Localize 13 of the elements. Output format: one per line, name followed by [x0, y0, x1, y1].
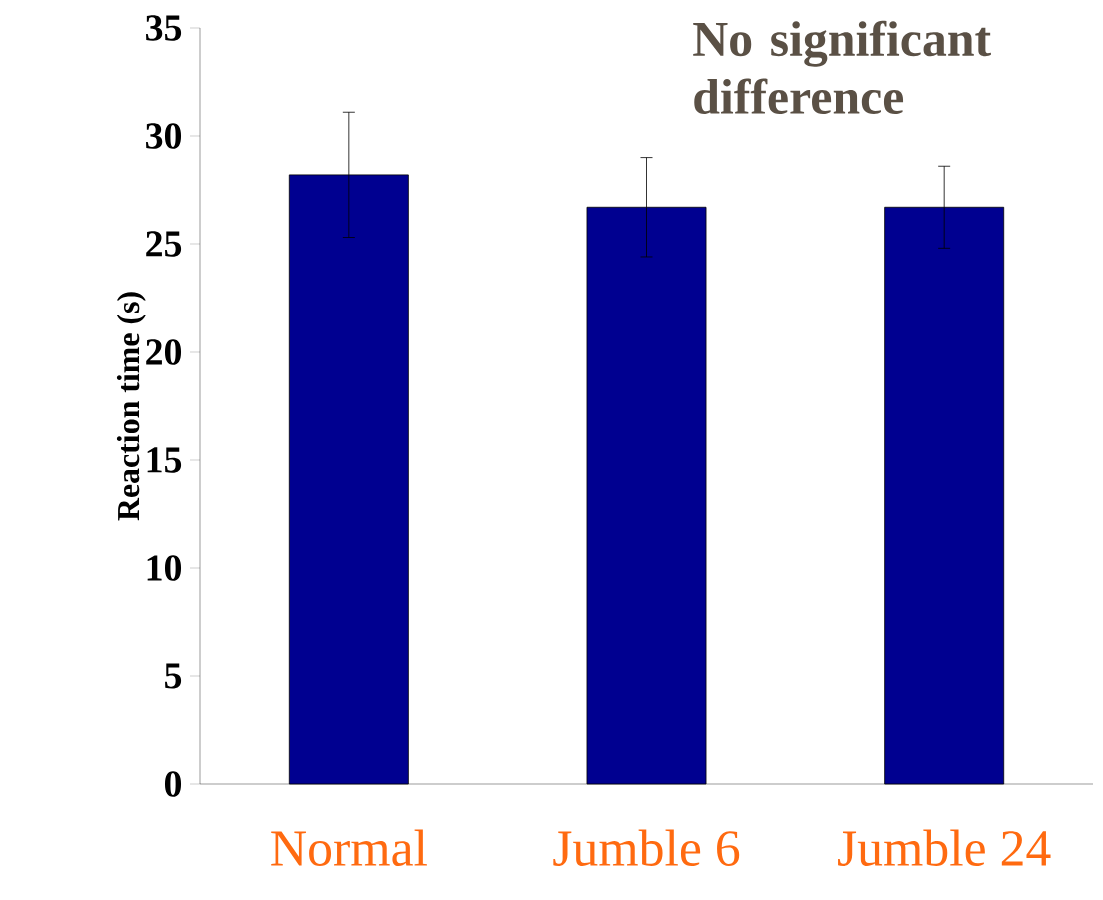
y-tick-label: 25 — [146, 231, 182, 257]
x-tick-label: Normal — [271, 829, 427, 866]
y-tick-label: 15 — [147, 447, 182, 473]
y-tick-label: 5 — [165, 663, 182, 689]
annotation: No significant difference — [693, 20, 991, 114]
x-tick-label: Jumble 24 — [838, 829, 1051, 866]
y-tick-label: 35 — [146, 15, 182, 41]
y-tick-label: 20 — [146, 339, 182, 365]
y-axis-title: Reaction time (s) — [116, 292, 146, 521]
y-tick-label: 10 — [147, 555, 182, 581]
x-tick-label: Jumble 6 — [553, 829, 740, 866]
y-tick-label: 30 — [146, 123, 182, 149]
y-tick-label: 0 — [164, 771, 182, 797]
